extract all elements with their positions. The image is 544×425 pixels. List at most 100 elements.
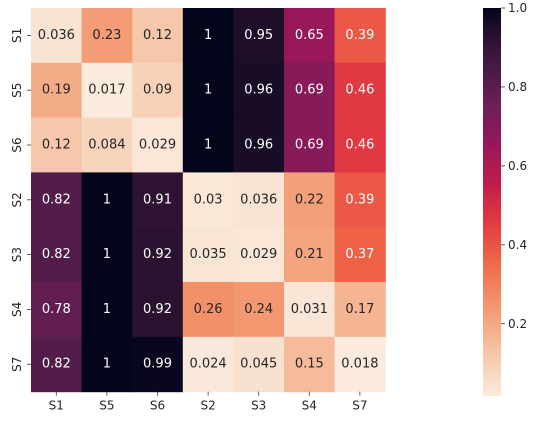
cell-value-label: 0.46: [345, 83, 374, 98]
cell-value-label: 0.036: [38, 28, 75, 43]
cell-value-label: 0.26: [194, 302, 223, 317]
y-tick-label: S3: [10, 247, 24, 262]
heatmap-cell-S3-S3: [233, 227, 285, 283]
x-tick-label: S1: [49, 399, 64, 413]
cell-value-label: 0.99: [143, 357, 172, 372]
y-tick-label: S5: [10, 83, 24, 98]
heatmap-cell-S2-S6: [132, 172, 184, 228]
cell-value-label: 0.37: [345, 247, 374, 262]
colorbar: 0.2 0.4 0.6 0.8 1.0: [483, 1, 527, 396]
cell-value-label: 0.22: [295, 192, 324, 207]
heatmap-cell-S3-S2: [182, 227, 234, 283]
cell-value-label: 0.24: [244, 302, 273, 317]
heatmap-cell-S6-S1: [31, 117, 83, 173]
colorbar-tick-label: 0.8: [508, 80, 527, 94]
heatmap-cell-S6-S6: [132, 117, 184, 173]
cell-value-label: 0.69: [295, 138, 324, 153]
cell-value-label: 0.65: [295, 28, 324, 43]
cell-value-label: 0.018: [341, 357, 378, 372]
y-tick-label: S4: [10, 302, 24, 317]
colorbar-tick-label: 0.4: [508, 238, 527, 252]
cell-value-label: 1: [103, 302, 111, 317]
heatmap-cell-S7-S6: [132, 336, 184, 393]
heatmap-cell-S4-S1: [31, 282, 83, 338]
colorbar-gradient: [483, 8, 501, 396]
heatmap-cell-S5-S7: [334, 62, 386, 119]
cell-value-label: 0.39: [345, 28, 374, 43]
cell-value-label: 0.09: [143, 83, 172, 98]
heatmap-cell-S6-S2: [182, 117, 234, 173]
colorbar-ticks: 0.2 0.4 0.6 0.8 1.0: [501, 1, 527, 331]
cell-value-label: 0.39: [345, 192, 374, 207]
cell-value-label: 0.029: [240, 247, 277, 262]
cell-value-label: 0.92: [143, 247, 172, 262]
y-tick-label: S1: [10, 28, 24, 43]
x-tick-label: S3: [251, 399, 266, 413]
colorbar-tick-label: 0.6: [508, 159, 527, 173]
heatmap-cell-S5-S4: [284, 62, 336, 119]
heatmap-cell-S1-S6: [132, 8, 184, 64]
cell-value-label: 1: [204, 138, 212, 153]
heatmap-cell-S1-S4: [284, 8, 336, 64]
heatmap-cell-S3-S4: [284, 227, 336, 283]
cell-value-label: 1: [204, 28, 212, 43]
cell-value-label: 0.024: [189, 357, 226, 372]
heatmap-cells: [31, 8, 386, 393]
cell-value-label: 0.96: [244, 138, 273, 153]
cell-value-label: 0.23: [92, 28, 121, 43]
cell-value-label: 1: [204, 83, 212, 98]
cell-value-label: 0.82: [42, 357, 71, 372]
heatmap-cell-S6-S3: [233, 117, 285, 173]
cell-value-label: 0.12: [143, 28, 172, 43]
cell-value-label: 1: [103, 192, 111, 207]
cell-value-label: 0.78: [42, 302, 71, 317]
heatmap-cell-S2-S7: [334, 172, 386, 228]
heatmap-cell-S2-S2: [182, 172, 234, 228]
heatmap-cell-S7-S2: [182, 336, 234, 393]
heatmap-cell-S1-S7: [334, 8, 386, 64]
cell-value-labels: 0.036 0.23 0.12 1 0.95 0.65 0.39 0.19 0.017 0.09 1…: [38, 28, 379, 372]
cell-value-label: 0.82: [42, 192, 71, 207]
heatmap-cell-S4-S3: [233, 282, 285, 338]
x-tick-label: S2: [200, 399, 215, 413]
heatmap-cell-S4-S6: [132, 282, 184, 338]
cell-value-label: 0.03: [194, 192, 223, 207]
cell-value-label: 0.036: [240, 192, 277, 207]
heatmap-cell-S5-S5: [81, 62, 133, 119]
cell-value-label: 0.017: [88, 83, 125, 98]
heatmap-cell-S5-S6: [132, 62, 184, 119]
heatmap-cell-S5-S1: [31, 62, 83, 119]
cell-value-label: 0.21: [295, 247, 324, 262]
x-axis-ticks: S1 S5 S6 S2 S3 S4 S7: [49, 391, 368, 413]
heatmap-cell-S2-S3: [233, 172, 285, 228]
heatmap-cell-S3-S1: [31, 227, 83, 283]
cell-value-label: 0.91: [143, 192, 172, 207]
cell-value-label: 0.084: [88, 138, 125, 153]
heatmap-cell-S2-S4: [284, 172, 336, 228]
cell-value-label: 0.17: [345, 302, 374, 317]
cell-value-label: 0.19: [42, 83, 71, 98]
y-tick-label: S7: [10, 357, 24, 372]
heatmap-cell-S6-S7: [334, 117, 386, 173]
heatmap-cell-S5-S3: [233, 62, 285, 119]
cell-value-label: 0.69: [295, 83, 324, 98]
x-tick-label: S7: [352, 399, 367, 413]
heatmap-cell-S1-S5: [81, 8, 133, 64]
x-tick-label: S4: [302, 399, 317, 413]
heatmap-cell-S6-S4: [284, 117, 336, 173]
heatmap-cell-S4-S4: [284, 282, 336, 338]
x-tick-label: S5: [99, 399, 114, 413]
cell-value-label: 0.96: [244, 83, 273, 98]
colorbar-tick-label: 0.2: [508, 317, 527, 331]
heatmap-cell-S5-S2: [182, 62, 234, 119]
heatmap-cell-S2-S1: [31, 172, 83, 228]
cell-value-label: 0.15: [295, 357, 324, 372]
cell-value-label: 0.82: [42, 247, 71, 262]
cell-value-label: 1: [103, 357, 111, 372]
y-axis-ticks: S1 S5 S6 S2 S3 S4 S7: [10, 28, 31, 372]
heatmap-cell-S4-S7: [334, 282, 386, 338]
cell-value-label: 0.031: [291, 302, 328, 317]
y-tick-label: S2: [10, 192, 24, 207]
heatmap-cell-S7-S4: [284, 336, 336, 393]
